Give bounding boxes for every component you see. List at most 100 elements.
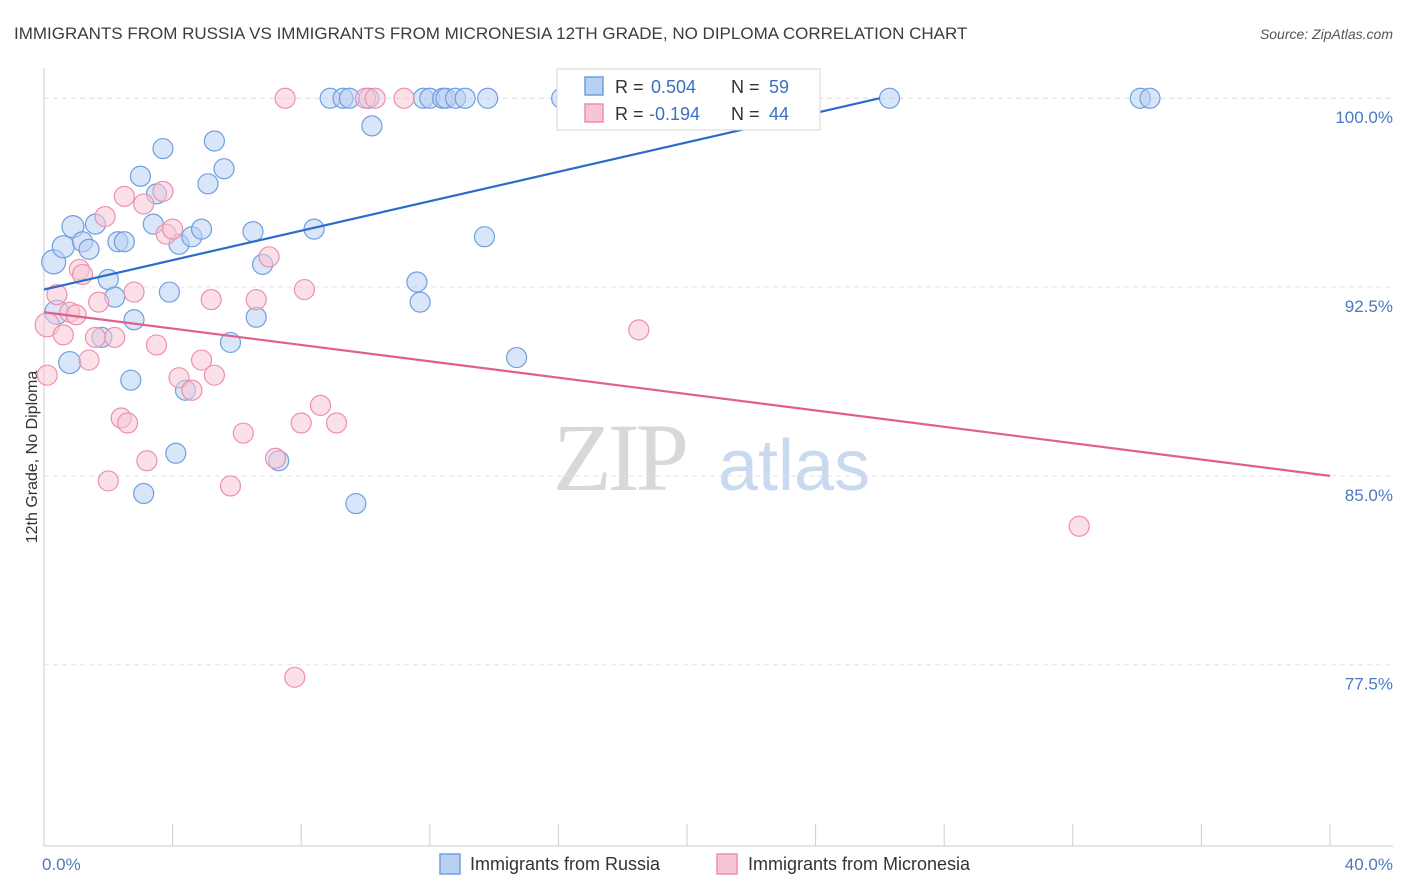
scatter-point [97, 470, 119, 492]
scatter-point [232, 422, 254, 444]
scatter-point [284, 666, 306, 688]
scatter-point [200, 289, 222, 311]
legend: Immigrants from Russia Immigrants from M… [439, 853, 971, 875]
stats-swatch-micronesia [584, 103, 604, 123]
scatter-point [78, 349, 100, 371]
legend-label-micronesia: Immigrants from Micronesia [748, 854, 971, 874]
scatter-point [129, 165, 152, 187]
watermark-atlas: atlas [718, 426, 870, 506]
scatter-point [293, 278, 316, 301]
scatter-point [133, 193, 155, 215]
stats-r-label-micronesia: R = [615, 104, 644, 124]
scatter-point [136, 450, 158, 472]
scatter-point [145, 334, 168, 356]
y-tick-label: 100.0% [1335, 108, 1393, 127]
y-tick-label: 85.0% [1345, 486, 1393, 505]
axes [43, 68, 1393, 847]
scatter-point [165, 442, 187, 464]
stats-r-value-russia: 0.504 [651, 77, 696, 97]
scatter-point [88, 291, 110, 313]
scatter-point [264, 447, 287, 469]
scatter-point [123, 281, 145, 303]
scatter-point [181, 379, 203, 401]
stats-n-label-micronesia: N = [731, 104, 760, 124]
scatter-point [116, 412, 139, 434]
scatter-point [364, 87, 386, 109]
scatter-point [158, 281, 180, 303]
scatter-point [78, 238, 100, 260]
scatter-point [309, 394, 332, 416]
chart-source: Source: ZipAtlas.com [1260, 26, 1393, 42]
scatter-point [51, 235, 75, 259]
stats-r-label-russia: R = [615, 77, 644, 97]
scatter-point [36, 364, 58, 386]
stats-n-value-russia: 59 [769, 77, 789, 97]
y-tick-label: 92.5% [1345, 297, 1393, 316]
scatter-point [245, 306, 267, 328]
scatter-point [477, 87, 499, 109]
scatter-point [152, 137, 174, 160]
stats-r-value-micronesia: -0.194 [649, 104, 700, 124]
stats-n-value-micronesia: 44 [769, 104, 789, 124]
scatter-point [113, 231, 135, 253]
y-tick-label: 77.5% [1345, 675, 1393, 694]
scatter-point [454, 87, 476, 109]
watermark-zip: ZIP [553, 404, 686, 511]
stats-swatch-russia [584, 76, 604, 96]
scatter-point [133, 482, 155, 505]
scatter-point [213, 158, 235, 180]
x-tick-label-min: 0.0% [42, 855, 81, 874]
scatter-point [123, 309, 145, 331]
scatter-point [628, 319, 650, 341]
scatter-point [325, 412, 348, 434]
watermark: ZIP atlas [553, 404, 870, 511]
scatter-point [197, 173, 219, 195]
series-micronesia-points [34, 87, 1090, 688]
legend-swatch-russia [439, 853, 461, 875]
stats-n-label-russia: N = [731, 77, 760, 97]
scatter-point [113, 185, 135, 208]
scatter-point [361, 115, 383, 137]
scatter-point [345, 492, 367, 515]
scatter-point [242, 221, 264, 243]
scatter-point [190, 349, 213, 371]
scatter-point [878, 87, 901, 109]
y-axis-label: 12th Grade, No Diploma [24, 371, 41, 544]
scatter-point [1068, 515, 1090, 537]
scatter-point [94, 205, 116, 228]
scatter-point [46, 284, 68, 306]
legend-item-russia[interactable]: Immigrants from Russia [439, 853, 661, 875]
scatter-point [84, 326, 107, 349]
scatter-point [168, 367, 190, 389]
y-tick-labels: 77.5% 85.0% 92.5% 100.0% [1335, 108, 1393, 694]
scatter-point [104, 326, 126, 349]
scatter-point [1139, 87, 1161, 109]
scatter-point [506, 346, 528, 369]
scatter-point [258, 246, 280, 268]
chart-title: IMMIGRANTS FROM RUSSIA VS IMMIGRANTS FRO… [14, 24, 967, 43]
scatter-point [473, 226, 496, 248]
trend-line-micronesia [43, 311, 1331, 477]
x-tick-label-max: 40.0% [1345, 855, 1393, 874]
x-tick-labels: 0.0% 40.0% [42, 855, 1393, 874]
legend-item-micronesia[interactable]: Immigrants from Micronesia [716, 853, 971, 875]
legend-label-russia: Immigrants from Russia [470, 854, 661, 874]
legend-swatch-micronesia [716, 853, 738, 875]
scatter-point [152, 180, 174, 202]
scatter-point [406, 271, 428, 293]
scatter-point [203, 364, 225, 386]
scatter-point [58, 350, 82, 375]
scatter-point [245, 289, 267, 311]
scatter-point [190, 218, 213, 240]
stats-box: R = 0.504 N = 59 R = -0.194 N = 44 [556, 68, 821, 131]
scatter-point [393, 87, 415, 109]
scatter-point [120, 369, 142, 391]
grid-lines [44, 97, 1393, 666]
scatter-point [52, 324, 74, 346]
scatter-point [409, 291, 431, 313]
scatter-point [219, 475, 242, 497]
scatter-point [290, 412, 312, 434]
scatter-point [203, 130, 225, 152]
scatter-point [274, 87, 296, 109]
